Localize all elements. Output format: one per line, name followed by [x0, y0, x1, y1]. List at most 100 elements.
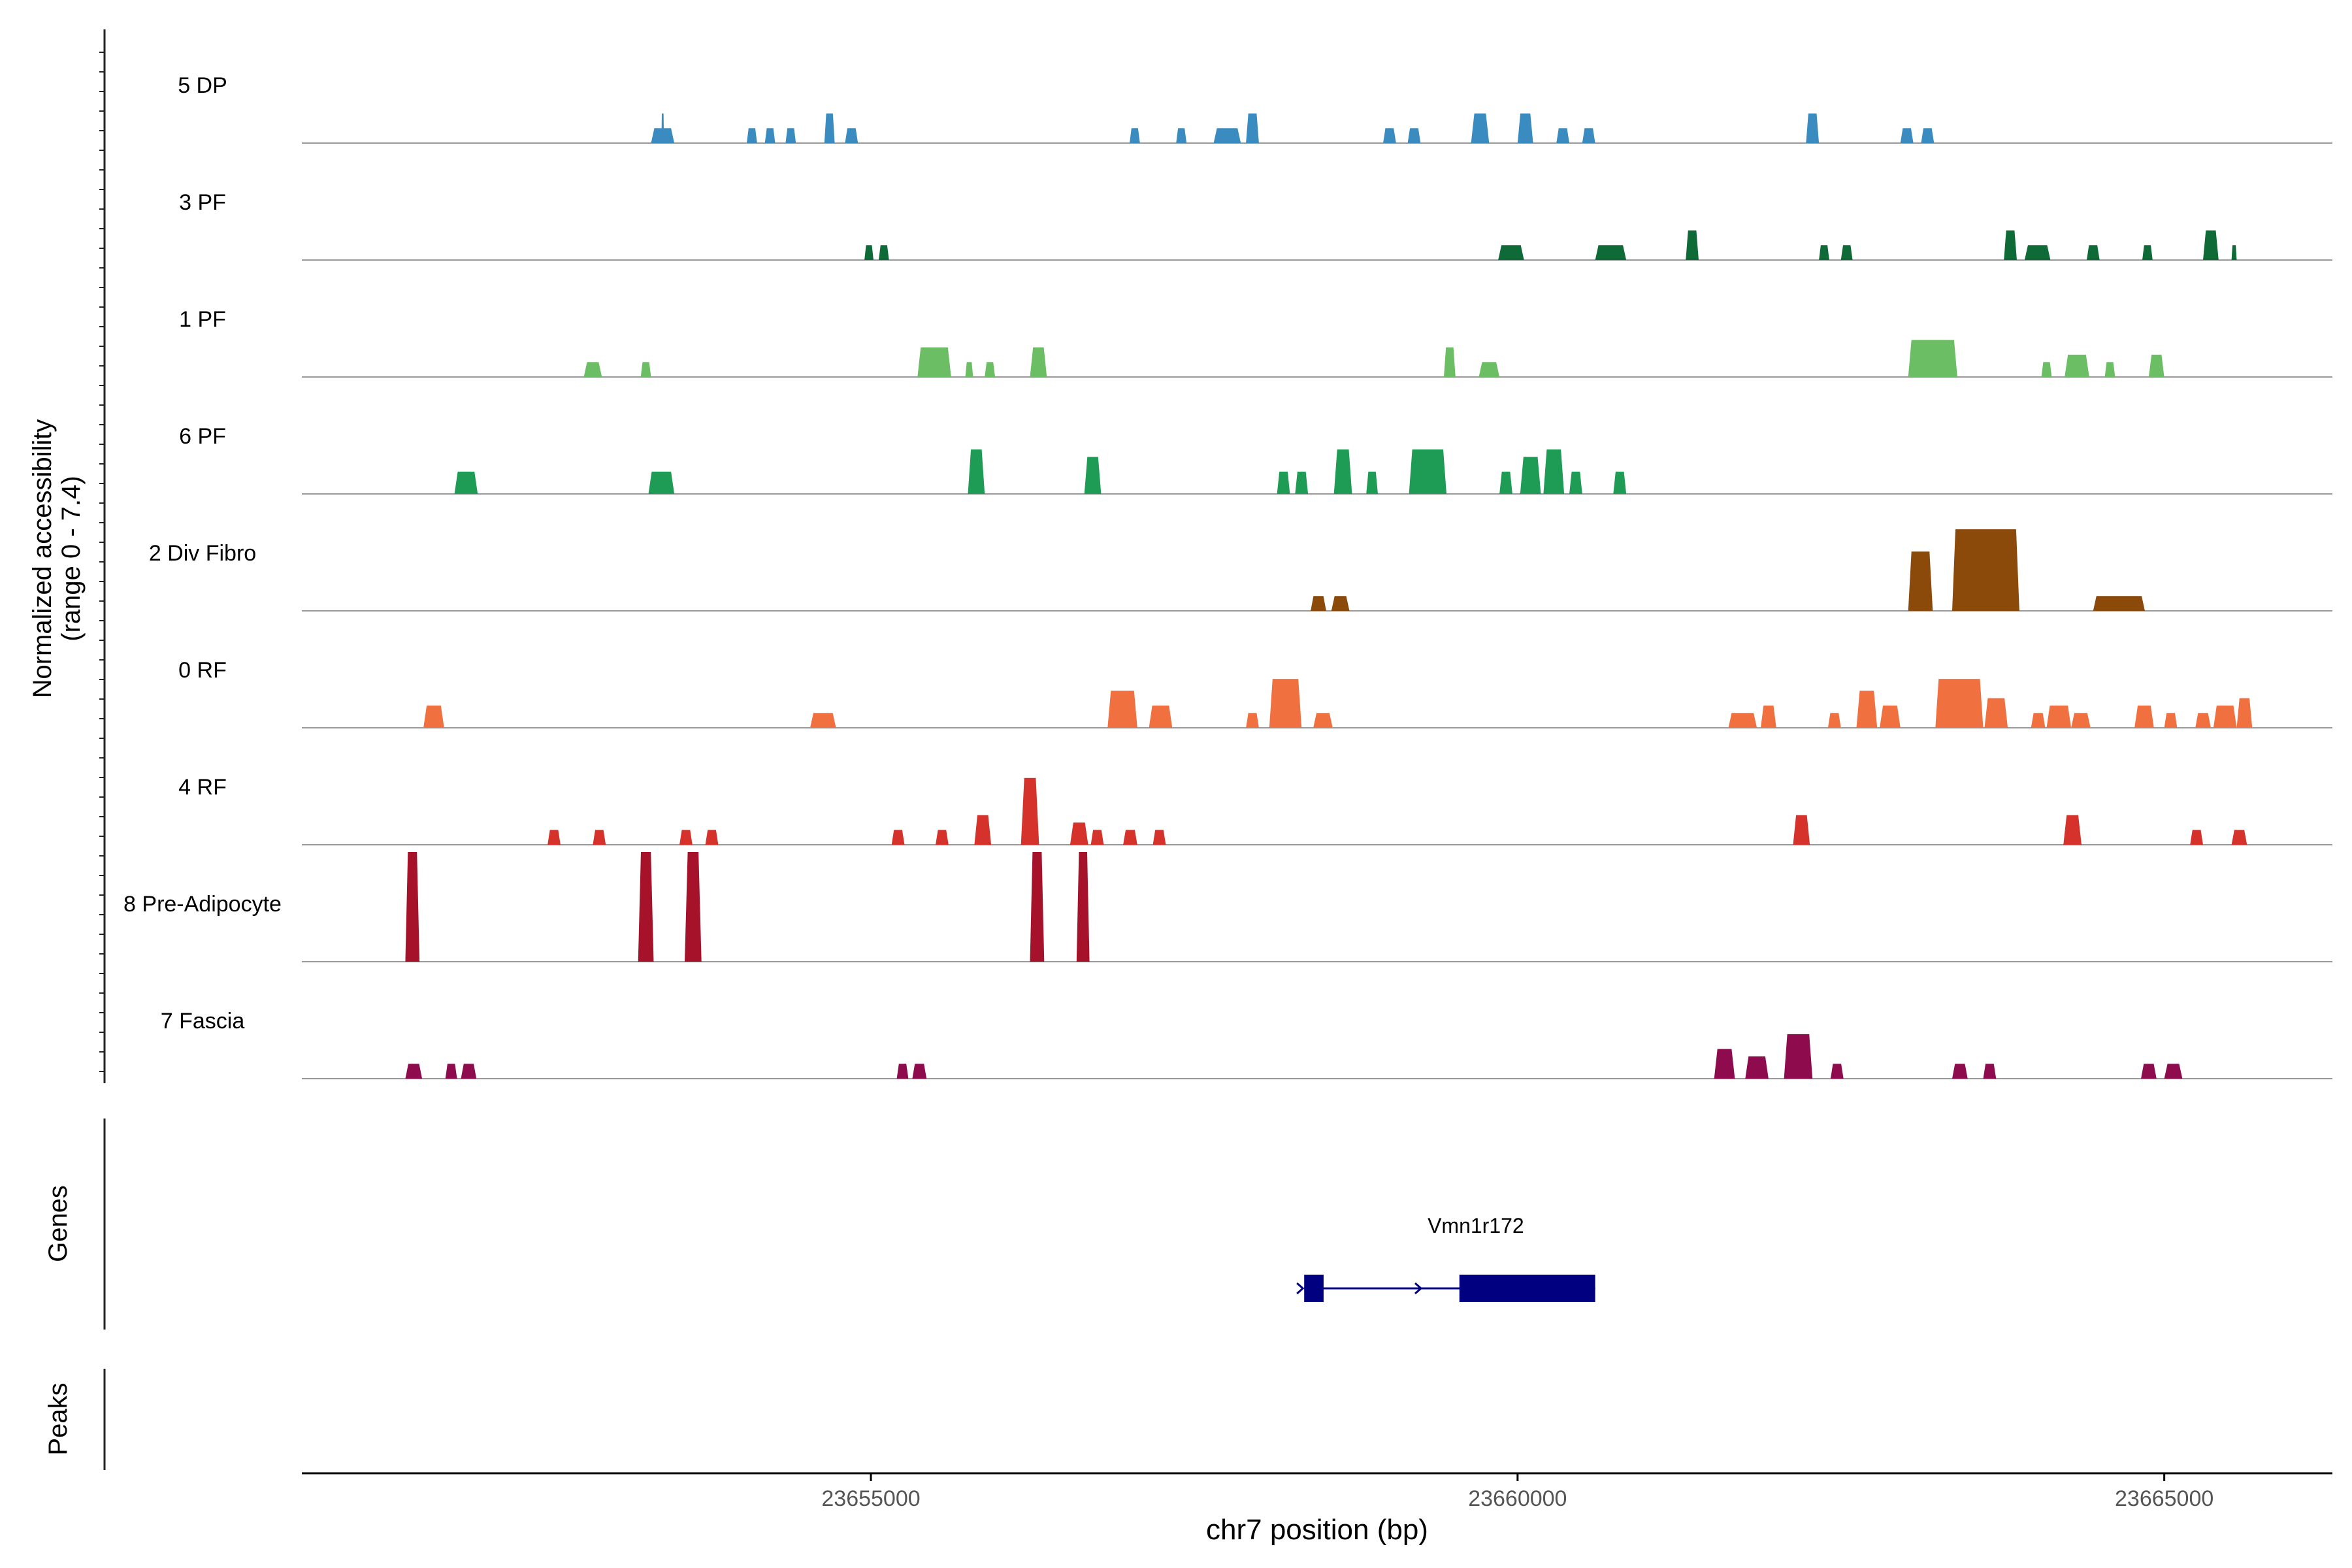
coverage-peak [1543, 449, 1565, 494]
coverage-peak [1076, 852, 1090, 962]
coverage-peak [1407, 128, 1421, 143]
coverage-peak [547, 830, 561, 845]
coverage-peak [1595, 245, 1627, 260]
track-label: 2 Div Fibro [149, 541, 256, 566]
track-label: 4 RF [178, 775, 227, 800]
x-tick-label: 23660000 [1468, 1486, 1567, 1511]
coverage-peak [1935, 679, 1984, 728]
coverage-peak [1908, 340, 1957, 377]
coverage-peak [661, 113, 664, 143]
coverage-peak [1613, 471, 1627, 494]
coverage-peak [917, 347, 951, 377]
coverage-peak [1921, 128, 1935, 143]
coverage-peak [1030, 852, 1045, 962]
track-label: 6 PF [179, 424, 226, 449]
coverage-peak [974, 815, 992, 845]
coverage-peak [764, 128, 776, 143]
coverage-peak [1856, 691, 1878, 728]
coverage-peak [1277, 471, 1290, 494]
coverage-peak [1213, 128, 1241, 143]
coverage-peak [1123, 830, 1137, 845]
track-8-pre-adipocyte: 8 Pre-Adipocyte [123, 852, 2332, 962]
coverage-peak [423, 705, 444, 728]
coverage-peak [2141, 1064, 2157, 1079]
coverage-peak [2071, 713, 2091, 728]
coverage-peak [2164, 1064, 2183, 1079]
x-tick-label: 23665000 [2115, 1486, 2213, 1511]
coverage-peak [1880, 705, 1901, 728]
coverage-peak [2046, 705, 2072, 728]
genes-label: Genes [44, 1185, 73, 1262]
coverage-peak [1793, 815, 1810, 845]
coverage-peak [640, 362, 651, 377]
track-7-fascia: 7 Fascia [161, 1009, 2332, 1079]
x-axis-label: chr7 position (bp) [1206, 1514, 1428, 1546]
coverage-peak [1444, 347, 1456, 377]
track-label: 3 PF [179, 190, 226, 215]
x-axis-ticks: 23655000 23660000 23665000 [821, 1473, 2213, 1511]
coverage-peak [445, 1064, 457, 1079]
coverage-peak [2134, 705, 2154, 728]
coverage-peak [1152, 830, 1166, 845]
coverage-peak [1471, 113, 1490, 143]
coverage-peak [405, 852, 420, 962]
coverage-peak [1908, 551, 1933, 611]
coverage-peak [2148, 354, 2164, 377]
coverage-peak [2024, 245, 2051, 260]
coverage-peak [1984, 698, 2008, 728]
coverage-peak [2236, 698, 2253, 728]
coverage-peak [1784, 1034, 1813, 1079]
coverage-peak [965, 362, 973, 377]
coverage-peak [1366, 471, 1378, 494]
coverage-peak [1830, 1064, 1844, 1079]
track-5-dp: 5 DP [178, 73, 2332, 144]
coverage-peak [2195, 713, 2211, 728]
coverage-peak [896, 1064, 909, 1079]
strand-arrow [1296, 1282, 1305, 1295]
coverage-peak [1333, 449, 1352, 494]
coverage-tracks: 5 DP 3 PF 1 PF 6 PF 2 Div Fibro 0 RF 4 RF 8 Pre… [123, 73, 2332, 1079]
coverage-peak [1714, 1049, 1735, 1079]
track-0-rf: 0 RF [178, 658, 2332, 728]
coverage-peak [1107, 691, 1137, 728]
coverage-peak [1582, 128, 1595, 143]
coverage-peak [583, 362, 602, 377]
coverage-peak [685, 852, 702, 962]
track-label: 1 PF [179, 307, 226, 332]
coverage-peak [405, 1064, 423, 1079]
coverage-peak [1478, 362, 1500, 377]
coverage-peak [1311, 596, 1326, 611]
coverage-y-axis-ticks [99, 52, 105, 1072]
coverage-peak [1761, 705, 1776, 728]
coverage-peak [1952, 529, 2019, 611]
gene-exon [1459, 1275, 1595, 1302]
coverage-peak [1246, 713, 1259, 728]
coverage-peak [1983, 1064, 1997, 1079]
coverage-peak [845, 128, 858, 143]
coverage-peak [2063, 815, 2082, 845]
strand-arrow [1414, 1282, 1423, 1295]
coverage-peak [2231, 830, 2247, 845]
coverage-peak [2004, 230, 2017, 260]
track-label: 0 RF [178, 658, 227, 683]
coverage-peak [864, 245, 874, 260]
coverage-peak [747, 128, 757, 143]
coverage-peak [1313, 713, 1333, 728]
track-4-rf: 4 RF [178, 775, 2332, 845]
coverage-peak [1520, 457, 1541, 494]
coverage-peak [2164, 713, 2178, 728]
track-3-pf: 3 PF [179, 190, 2332, 261]
coverage-peak [1686, 230, 1699, 260]
coverage-peak [1383, 128, 1396, 143]
coverage-peak [2190, 830, 2203, 845]
coverage-peak [2213, 705, 2237, 728]
coverage-peak [2203, 230, 2219, 260]
gene-models: Vmn1r172 [1296, 1214, 1595, 1302]
track-label: 5 DP [178, 73, 227, 98]
x-axis: 23655000 23660000 23665000 chr7 position (… [302, 1472, 2332, 1546]
coverage-peak [1745, 1056, 1769, 1079]
coverage-peak [912, 1064, 927, 1079]
coverage-y-axis: Normalized accessibility (range 0 - 7.4) [28, 29, 106, 1083]
coverage-peak [2104, 362, 2115, 377]
coverage-peak [785, 128, 796, 143]
